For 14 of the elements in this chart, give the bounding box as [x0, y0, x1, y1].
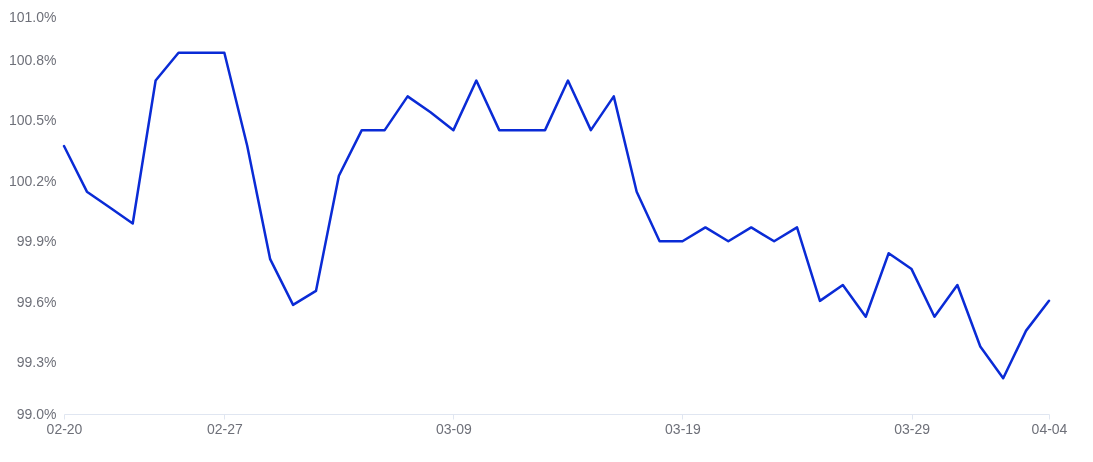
x-tick-label: 02-20 [46, 420, 83, 437]
y-tick-label: 100.8% [9, 52, 57, 69]
x-tick-label: 03-09 [436, 420, 473, 437]
y-tick-label: 100.2% [9, 173, 57, 190]
x-tick-label: 02-27 [206, 420, 243, 437]
x-tick-label: 04-04 [1031, 420, 1068, 437]
y-tick-label: 99.3% [16, 353, 57, 370]
x-tick-label: 03-19 [665, 420, 702, 437]
x-tick-label: 03-29 [894, 420, 931, 437]
y-tick-label: 101.0% [9, 8, 57, 25]
y-tick-label: 99.9% [16, 232, 57, 249]
y-tick-label: 99.6% [16, 294, 57, 311]
y-tick-label: 100.5% [9, 111, 57, 128]
y-tick-label: 99.0% [16, 405, 57, 422]
